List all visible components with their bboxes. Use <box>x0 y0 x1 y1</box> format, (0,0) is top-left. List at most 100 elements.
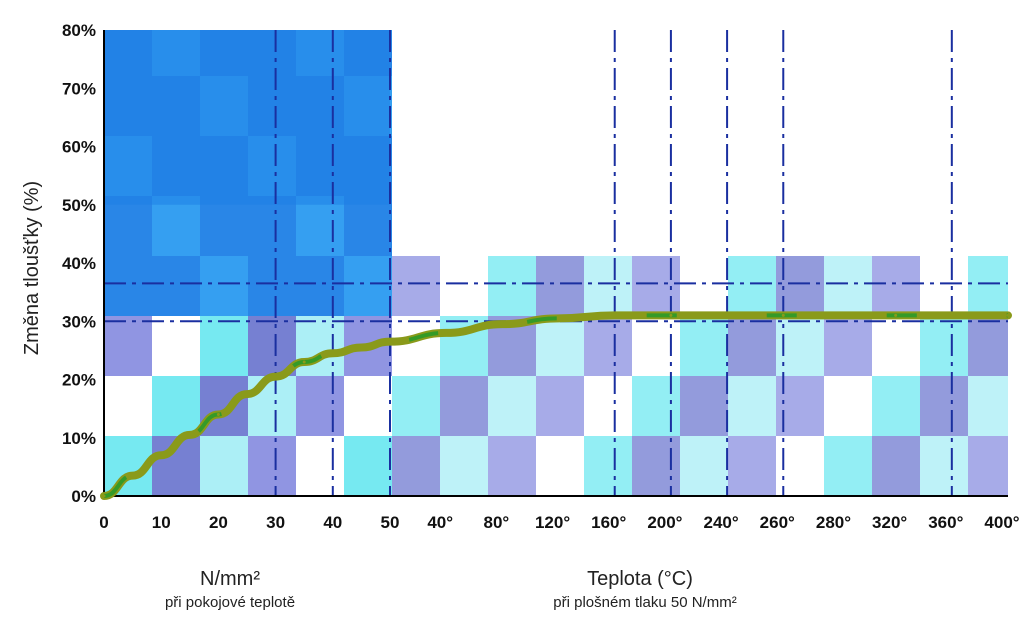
data-point <box>781 313 785 317</box>
pattern-cell <box>536 30 584 76</box>
y-tick-label: 0% <box>71 487 96 506</box>
pattern-cell <box>296 196 344 256</box>
pattern-cell <box>680 256 728 316</box>
pattern-cell <box>488 256 536 316</box>
pattern-cell <box>632 76 680 136</box>
pattern-cell <box>872 30 920 76</box>
pattern-cell <box>344 256 392 316</box>
data-point <box>302 360 306 364</box>
pattern-cell <box>680 376 728 436</box>
pattern-cell <box>440 136 488 196</box>
pattern-cell <box>296 316 344 376</box>
pattern-cell <box>920 136 968 196</box>
pattern-cell <box>680 136 728 196</box>
x-tick-label: 260° <box>760 513 795 532</box>
pattern-cell <box>152 316 200 376</box>
pattern-cell <box>392 136 440 196</box>
y-tick-label: 60% <box>62 138 96 157</box>
pattern-cell <box>488 30 536 76</box>
pattern-cell <box>824 76 872 136</box>
data-point <box>245 392 249 396</box>
pattern-cell <box>584 376 632 436</box>
pattern-cell <box>680 196 728 256</box>
pattern-cell <box>344 436 392 496</box>
x-tick-label: 120° <box>535 513 570 532</box>
axes <box>103 30 1008 497</box>
pattern-cell <box>680 316 728 376</box>
pattern-cell <box>968 196 1008 256</box>
pattern-cell <box>632 30 680 76</box>
y-tick-label: 10% <box>62 429 96 448</box>
y-tick-label: 40% <box>62 254 96 273</box>
pattern-cell <box>392 30 440 76</box>
pattern-cell <box>392 256 440 316</box>
pattern-cell <box>632 436 680 496</box>
pattern-cell <box>920 316 968 376</box>
x-tick-label: 160° <box>591 513 626 532</box>
x-tick-label: 360° <box>928 513 963 532</box>
pattern-cell <box>584 76 632 136</box>
pattern-cell <box>248 436 296 496</box>
pattern-cell <box>488 436 536 496</box>
data-point <box>950 313 954 317</box>
pattern-cell <box>728 316 776 376</box>
pattern-cell <box>632 256 680 316</box>
pattern-cell <box>392 316 440 376</box>
pattern-cell <box>824 316 872 376</box>
pattern-cell <box>824 376 872 436</box>
pattern-cell <box>104 196 152 256</box>
data-point <box>1006 313 1010 317</box>
pattern-cell <box>152 256 200 316</box>
pattern-cell <box>152 376 200 436</box>
pattern-cell <box>968 376 1008 436</box>
pattern-cell <box>728 196 776 256</box>
y-tick-label: 30% <box>62 312 96 331</box>
pattern-cell <box>104 256 152 316</box>
pattern-cell <box>104 376 152 436</box>
x-tick-label: 400° <box>984 513 1019 532</box>
pattern-cell <box>872 196 920 256</box>
pattern-cell <box>584 136 632 196</box>
tick-labels: 0% 10% 20% 30% 40% 50% 60% 70% 80% 0 10 20 30 40 50 40°… <box>62 21 1020 532</box>
right-x-axis-sublabel: při plošném tlaku 50 N/mm² <box>553 594 737 611</box>
x-tick-label: 50 <box>381 513 400 532</box>
pattern-cell <box>632 136 680 196</box>
pattern-cell <box>344 196 392 256</box>
pattern-cell <box>536 256 584 316</box>
pattern-cell <box>920 196 968 256</box>
data-point <box>131 474 135 478</box>
pattern-cell <box>872 136 920 196</box>
pattern-cell <box>824 136 872 196</box>
right-x-axis-label: Teplota (°C) <box>587 568 693 590</box>
pattern-cell <box>440 30 488 76</box>
pattern-cell <box>200 196 248 256</box>
y-tick-label: 20% <box>62 371 96 390</box>
pattern-cell <box>872 436 920 496</box>
data-point <box>837 313 841 317</box>
pattern-cell <box>872 316 920 376</box>
pattern-cell <box>968 436 1008 496</box>
data-point <box>613 313 617 317</box>
pattern-cell <box>200 316 248 376</box>
pattern-cell <box>104 316 152 376</box>
pattern-cell <box>536 136 584 196</box>
data-point <box>557 316 561 320</box>
pattern-cell <box>872 76 920 136</box>
x-tick-label: 40 <box>323 513 342 532</box>
x-tick-label: 40° <box>427 513 453 532</box>
pattern-cell <box>968 136 1008 196</box>
pattern-cell <box>536 316 584 376</box>
pattern-cell <box>440 376 488 436</box>
pattern-cell <box>920 76 968 136</box>
x-tick-label: 10 <box>152 513 171 532</box>
pattern-cell <box>344 376 392 436</box>
pattern-cell <box>440 196 488 256</box>
pattern-cell <box>392 196 440 256</box>
pattern-block-blue <box>104 30 390 205</box>
pattern-cell <box>440 436 488 496</box>
pattern-cell <box>296 436 344 496</box>
pattern-cell <box>248 376 296 436</box>
x-tick-label: 30 <box>266 513 285 532</box>
pattern-cell <box>632 316 680 376</box>
